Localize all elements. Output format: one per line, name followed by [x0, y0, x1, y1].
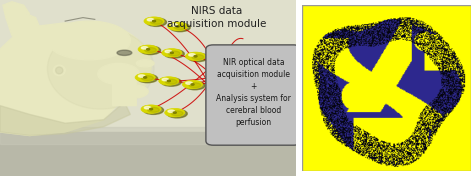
Ellipse shape: [170, 23, 190, 32]
Ellipse shape: [191, 84, 194, 85]
Ellipse shape: [137, 60, 154, 67]
Ellipse shape: [173, 112, 176, 113]
Ellipse shape: [162, 78, 169, 81]
Ellipse shape: [138, 45, 158, 54]
Ellipse shape: [53, 65, 65, 76]
Ellipse shape: [168, 51, 180, 56]
Ellipse shape: [170, 52, 173, 54]
Ellipse shape: [142, 76, 154, 81]
Ellipse shape: [47, 28, 154, 109]
Polygon shape: [0, 127, 296, 144]
Ellipse shape: [47, 21, 130, 60]
Ellipse shape: [192, 55, 204, 59]
Ellipse shape: [182, 80, 202, 89]
Ellipse shape: [138, 75, 145, 77]
Ellipse shape: [150, 108, 153, 110]
Ellipse shape: [141, 47, 148, 49]
Polygon shape: [6, 11, 42, 49]
Ellipse shape: [161, 78, 181, 86]
Ellipse shape: [98, 63, 139, 84]
Ellipse shape: [176, 26, 179, 27]
Ellipse shape: [185, 81, 205, 90]
Ellipse shape: [189, 83, 201, 88]
FancyBboxPatch shape: [206, 45, 301, 145]
Ellipse shape: [117, 50, 132, 55]
Ellipse shape: [38, 25, 151, 109]
Ellipse shape: [194, 56, 197, 57]
Ellipse shape: [112, 84, 148, 99]
Ellipse shape: [162, 49, 182, 57]
Ellipse shape: [174, 25, 186, 30]
Ellipse shape: [168, 22, 188, 31]
Ellipse shape: [185, 52, 206, 61]
Ellipse shape: [144, 106, 151, 109]
Ellipse shape: [164, 50, 184, 58]
Ellipse shape: [144, 77, 146, 78]
Ellipse shape: [141, 105, 161, 113]
Ellipse shape: [146, 18, 166, 26]
Ellipse shape: [153, 20, 155, 22]
Text: NIR optical data
acquisition module
+
Analysis system for
cerebral blood
perfusi: NIR optical data acquisition module + An…: [216, 58, 291, 127]
Ellipse shape: [171, 24, 177, 26]
Ellipse shape: [147, 107, 159, 112]
Ellipse shape: [144, 17, 164, 25]
Ellipse shape: [147, 18, 154, 21]
Ellipse shape: [165, 79, 177, 84]
Ellipse shape: [167, 80, 170, 82]
Ellipse shape: [188, 53, 208, 62]
Polygon shape: [113, 74, 137, 106]
Polygon shape: [3, 2, 29, 18]
Text: NIRS data
acquisition module: NIRS data acquisition module: [166, 6, 266, 29]
Polygon shape: [0, 102, 130, 136]
Ellipse shape: [165, 50, 172, 53]
Ellipse shape: [167, 109, 187, 118]
Ellipse shape: [189, 54, 195, 56]
Polygon shape: [0, 132, 296, 176]
Ellipse shape: [140, 46, 161, 55]
Ellipse shape: [146, 49, 150, 50]
Polygon shape: [0, 23, 130, 136]
Ellipse shape: [159, 77, 179, 85]
Ellipse shape: [165, 108, 185, 117]
Ellipse shape: [145, 48, 156, 52]
Ellipse shape: [137, 74, 157, 83]
Ellipse shape: [168, 110, 174, 112]
Ellipse shape: [186, 82, 192, 84]
Ellipse shape: [151, 19, 162, 24]
Ellipse shape: [171, 111, 183, 116]
Ellipse shape: [143, 106, 164, 114]
Ellipse shape: [55, 67, 63, 74]
Ellipse shape: [135, 73, 155, 82]
